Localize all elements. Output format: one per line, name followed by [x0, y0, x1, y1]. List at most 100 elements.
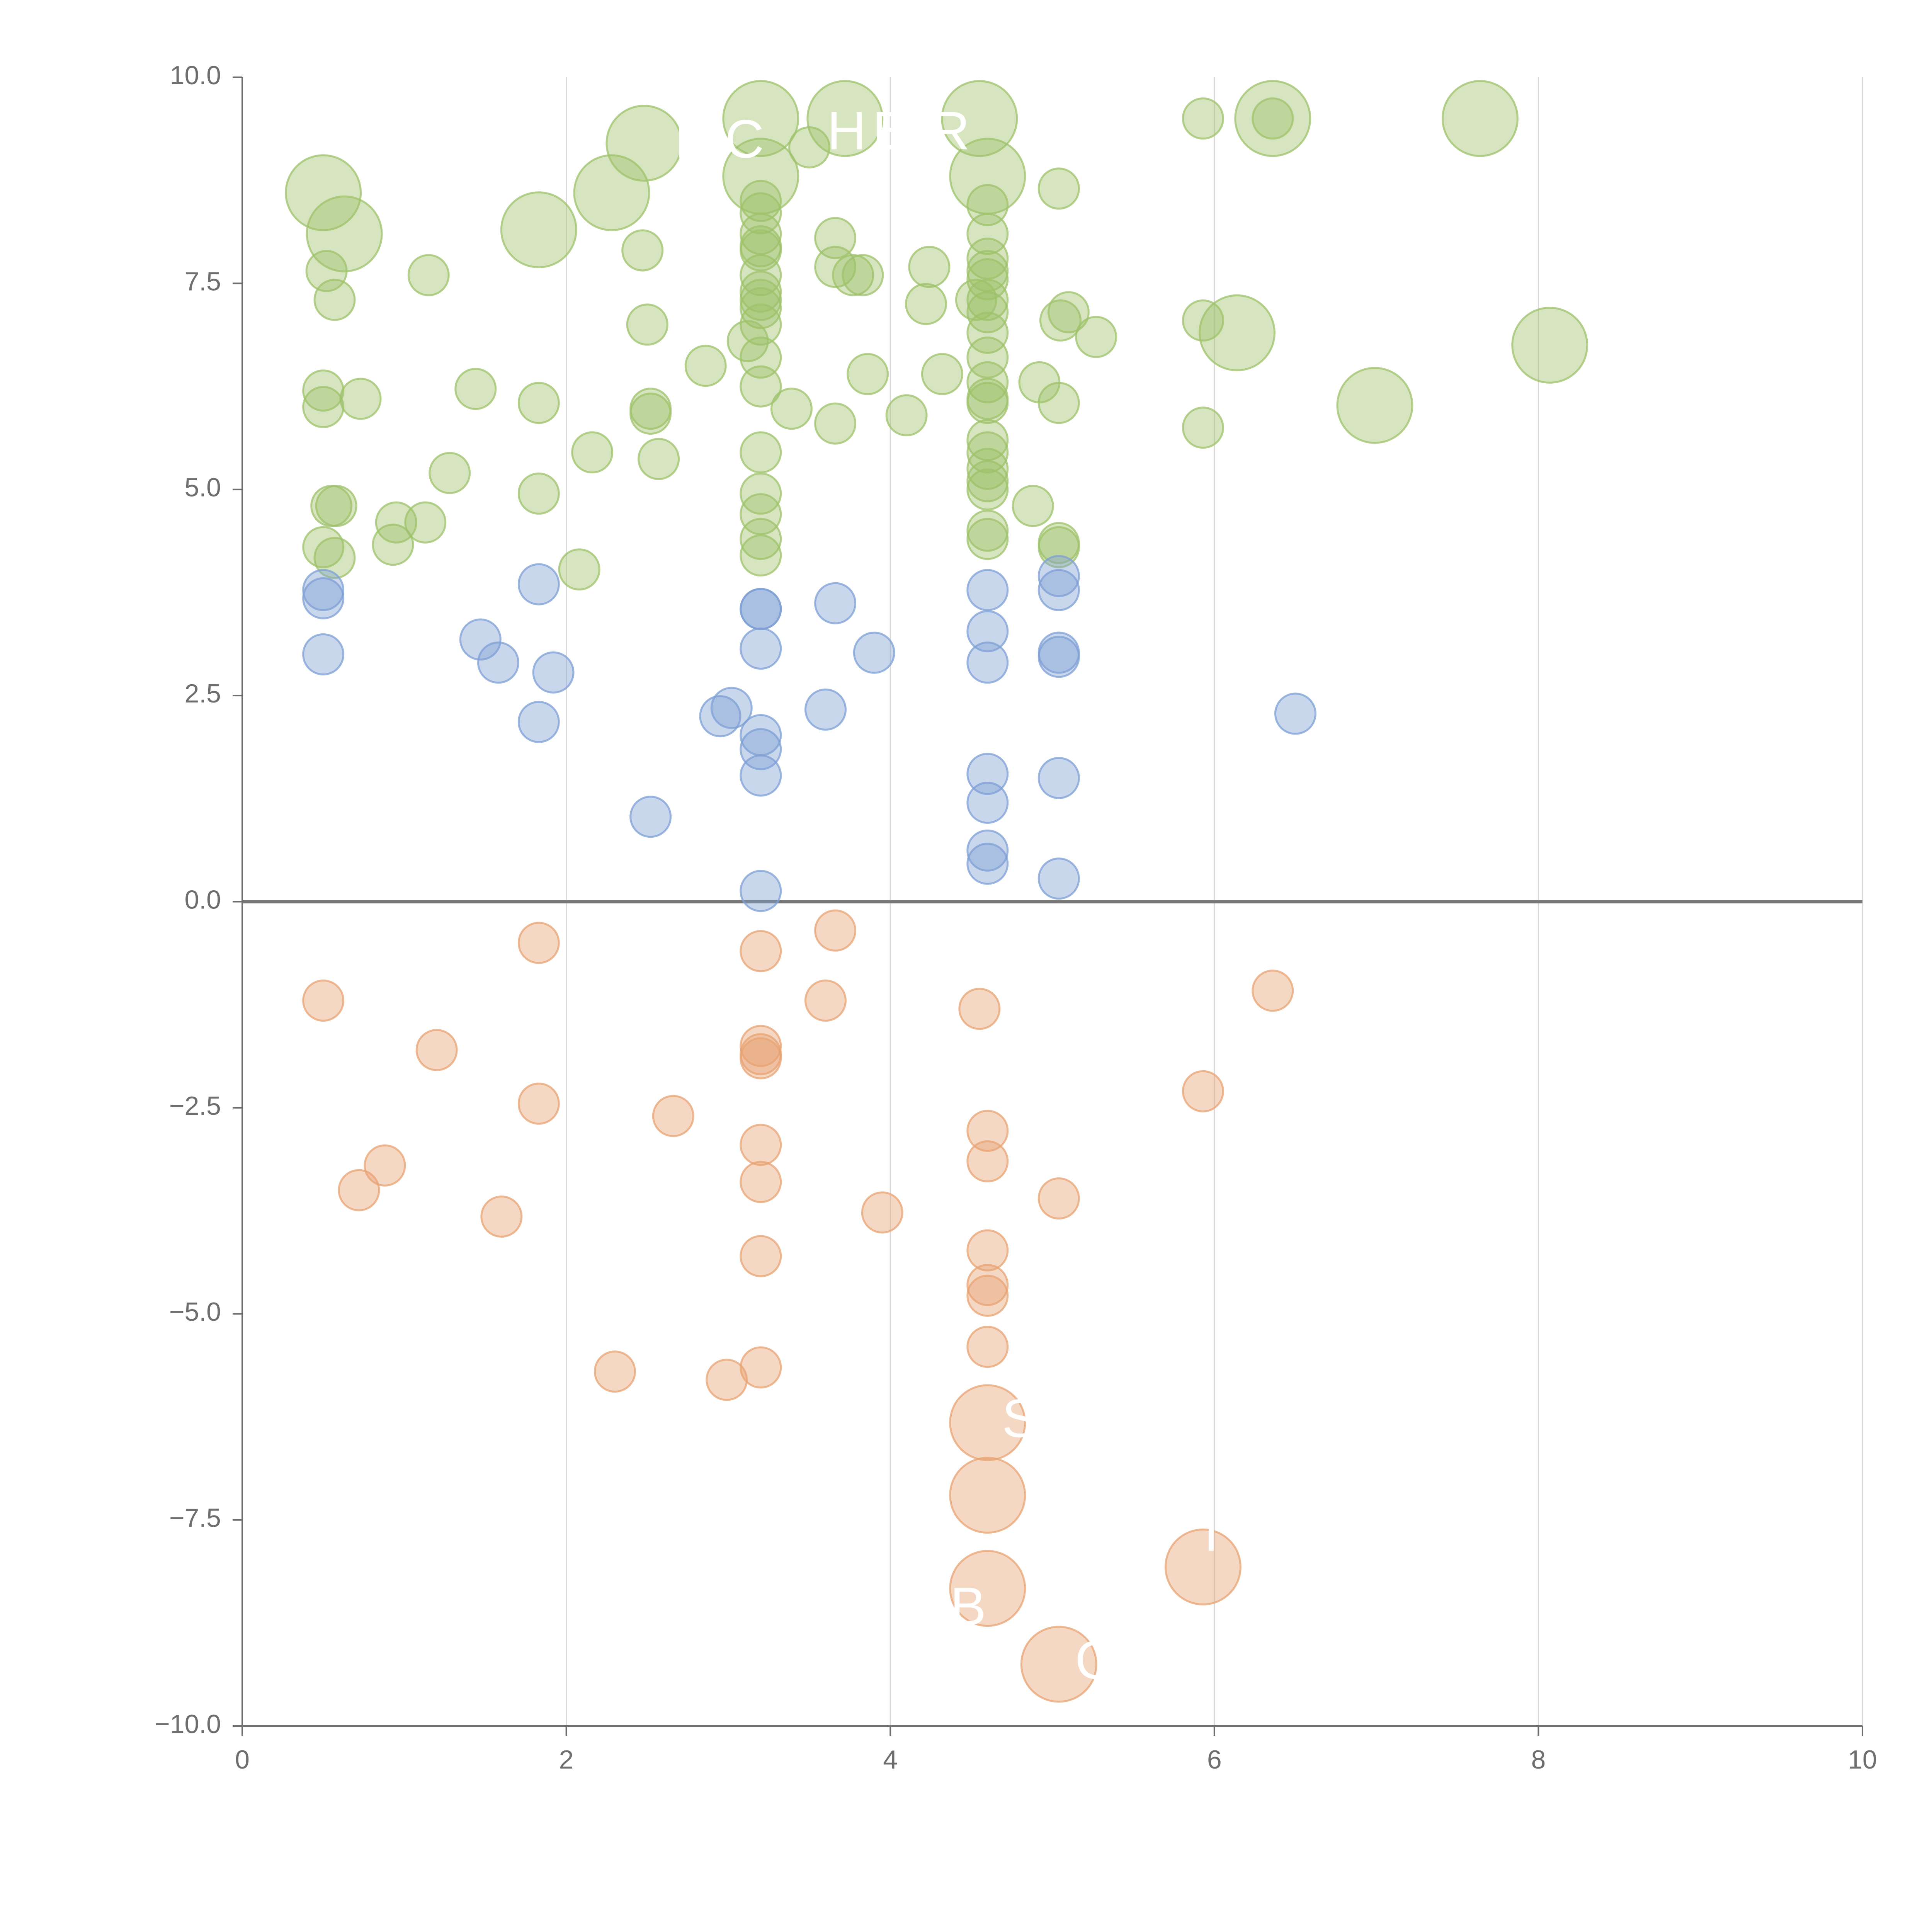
point-blue-8	[629, 796, 672, 838]
data-points	[285, 80, 1588, 1703]
point-blue-17	[740, 870, 782, 912]
point-green-44	[814, 402, 857, 445]
point-orange-20	[861, 1191, 903, 1234]
y-tick-label-2: −5.0	[169, 1297, 221, 1327]
point-green-8	[941, 80, 1018, 157]
point-green-47	[905, 283, 947, 325]
point-blue-29	[1037, 569, 1080, 611]
point-green-22	[740, 213, 782, 255]
point-orange-29	[1182, 1070, 1224, 1112]
point-green-85	[454, 367, 497, 410]
point-blue-7	[517, 701, 560, 743]
point-blue-22	[966, 610, 1009, 653]
point-green-25	[740, 254, 782, 296]
point-blue-5	[517, 563, 560, 605]
point-blue-1	[302, 577, 345, 619]
point-orange-13	[740, 1037, 782, 1080]
point-blue-26	[966, 829, 1009, 872]
point-blue-6	[532, 651, 575, 694]
x-tick-label-1: 2	[559, 1745, 574, 1774]
point-green-24	[740, 229, 782, 272]
point-blue-34	[1274, 692, 1316, 735]
point-green-68	[955, 279, 997, 321]
point-orange-8	[594, 1350, 636, 1393]
point-blue-23	[966, 641, 1009, 684]
point-green-101	[404, 501, 447, 544]
x-tick-label-4: 8	[1531, 1745, 1546, 1774]
point-orange-4	[480, 1195, 523, 1238]
point-orange-30	[1252, 969, 1294, 1012]
point-green-69	[1037, 167, 1080, 210]
point-green-49	[966, 184, 1009, 226]
point-blue-19	[814, 582, 857, 624]
point-green-45	[885, 394, 928, 437]
point-label-3: B	[872, 100, 908, 161]
point-green-83	[302, 386, 345, 428]
point-orange-15	[740, 1161, 782, 1203]
point-green-42	[842, 254, 884, 296]
point-green-61	[966, 419, 1009, 461]
point-orange-21	[958, 988, 1001, 1030]
point-orange-24	[966, 1229, 1009, 1272]
point-orange-27	[966, 1326, 1009, 1368]
point-blue-3	[459, 618, 502, 661]
point-green-94	[517, 472, 560, 515]
point-orange-10	[740, 930, 782, 973]
point-green-39	[814, 217, 857, 259]
point-green-86	[517, 382, 560, 424]
point-orange-18	[804, 980, 847, 1022]
x-tick-label-0: 0	[235, 1745, 250, 1774]
point-green-18	[621, 229, 664, 272]
point-orange-1	[415, 1029, 458, 1071]
y-tick-label-3: −2.5	[169, 1091, 221, 1121]
point-green-19	[626, 303, 668, 346]
point-orange-23	[966, 1140, 1009, 1183]
y-tick-label-0: −10.0	[155, 1709, 221, 1739]
point-green-88	[629, 392, 672, 435]
point-green-90	[571, 431, 614, 474]
point-green-41	[832, 254, 874, 296]
point-blue-24	[966, 753, 1009, 795]
point-blue-10	[710, 687, 753, 729]
point-blue-31	[1037, 636, 1080, 678]
point-green-80	[1182, 406, 1224, 449]
y-tick-label-5: 2.5	[184, 679, 221, 708]
point-green-3	[573, 154, 650, 231]
point-blue-32	[1037, 757, 1080, 799]
point-green-73	[1018, 361, 1061, 403]
point-green-14	[1336, 367, 1413, 444]
point-green-28	[740, 287, 782, 329]
point-orange-26	[966, 1274, 1009, 1317]
point-label-7: B	[950, 1576, 986, 1636]
point-green-71	[1047, 291, 1090, 333]
point-green-57	[966, 336, 1009, 379]
point-green-92	[770, 388, 813, 430]
point-blue-12	[740, 588, 782, 630]
point-orange-28	[1037, 1177, 1080, 1220]
point-green-54	[966, 279, 1009, 321]
point-green-10	[1234, 80, 1311, 157]
point-green-16	[313, 279, 356, 321]
point-orange-7	[652, 1095, 694, 1137]
point-green-2	[500, 191, 577, 269]
point-label-4: R	[931, 100, 970, 161]
y-tick-label-7: 7.5	[184, 267, 221, 296]
point-green-0	[285, 154, 362, 231]
point-label-8: O	[1075, 1629, 1117, 1690]
point-green-100	[375, 501, 417, 544]
point-label-2: H	[827, 100, 866, 161]
point-label-6: C	[1025, 1485, 1064, 1546]
point-orange-9	[706, 1359, 748, 1401]
point-orange-25	[966, 1264, 1009, 1306]
x-tick-label-2: 4	[883, 1745, 898, 1774]
point-green-74	[1012, 485, 1054, 527]
point-orange-33	[949, 1550, 1026, 1627]
point-blue-25	[966, 781, 1009, 824]
point-green-89	[638, 438, 680, 480]
point-green-93	[429, 452, 471, 494]
point-blue-13	[740, 628, 782, 670]
point-green-70	[1039, 299, 1082, 342]
